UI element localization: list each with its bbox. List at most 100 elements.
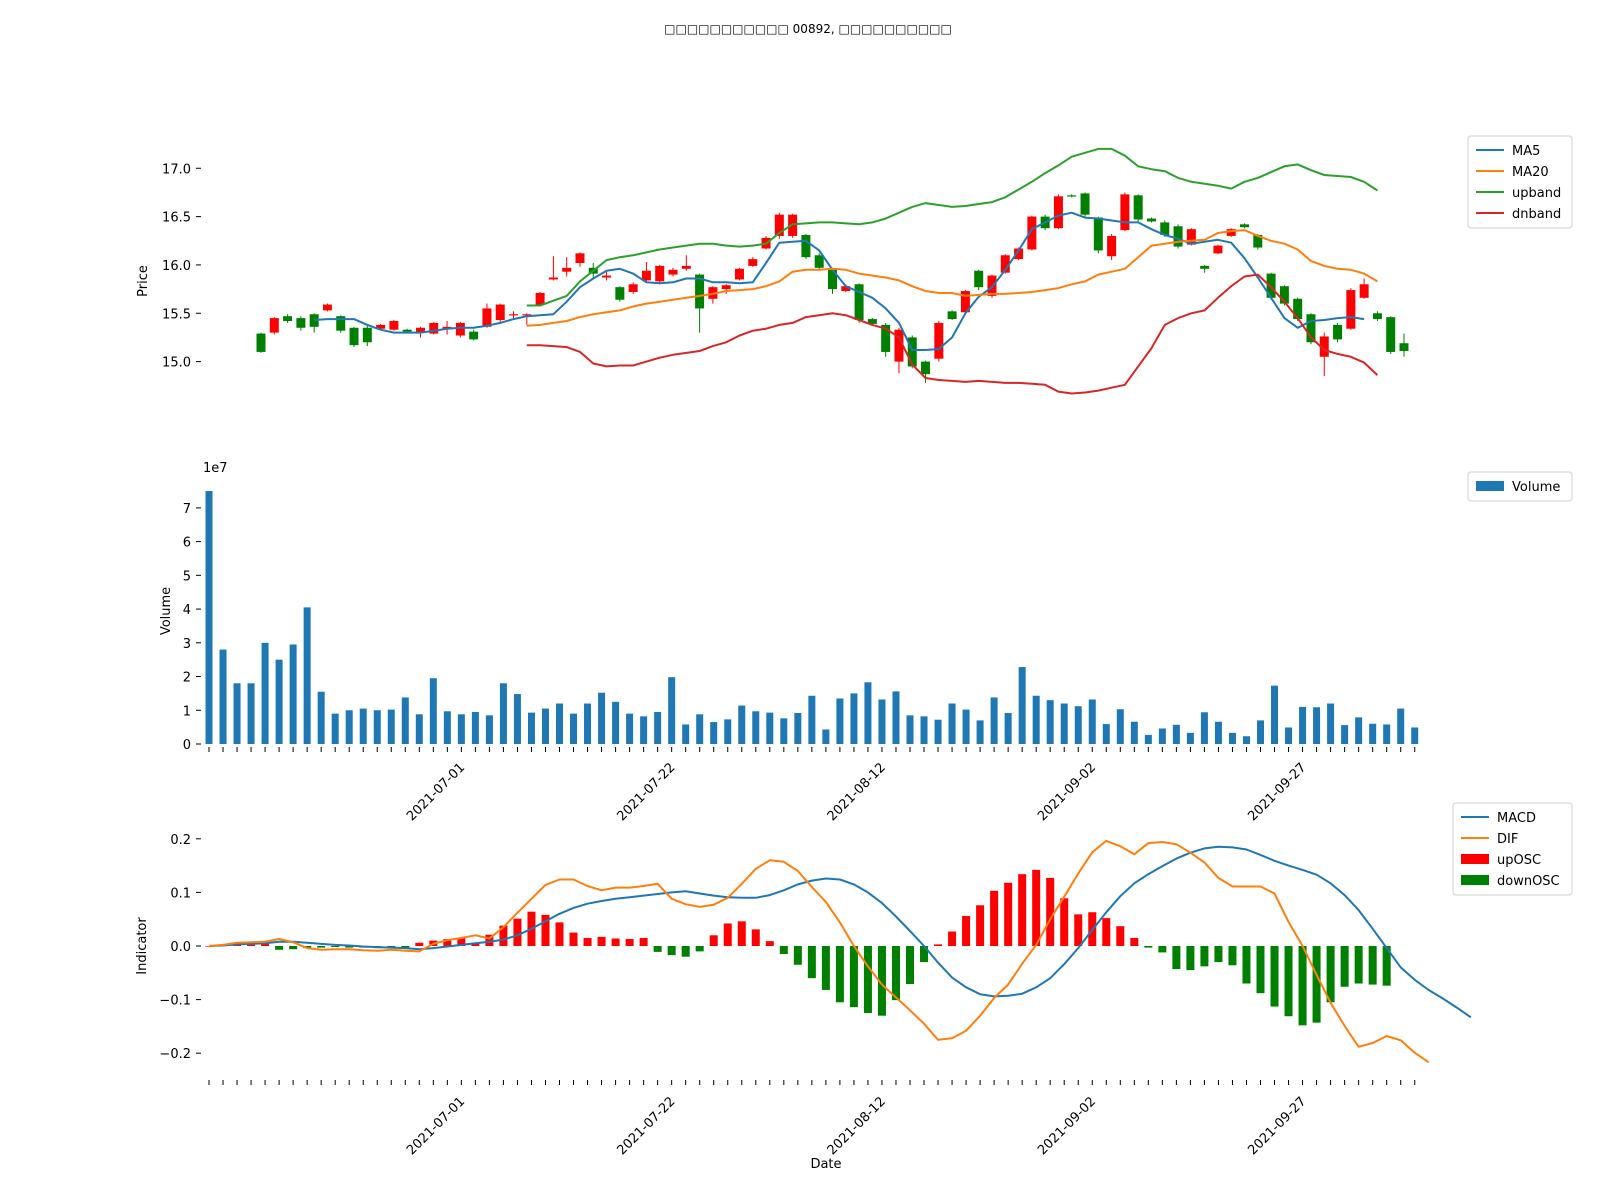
uposc-bar bbox=[934, 944, 943, 946]
candle-body bbox=[602, 275, 612, 278]
indicator-panel: −0.2 −0.1 0.0 0.1 0.2 Indicator 2021-07-01 2021… bbox=[135, 802, 1573, 1172]
volume-bar bbox=[1214, 721, 1222, 744]
candle-body bbox=[1253, 234, 1263, 248]
y-axis-label: Price bbox=[136, 265, 151, 297]
volume-bar bbox=[836, 698, 844, 744]
volume-bar bbox=[233, 683, 241, 744]
y-tick-label: 16.5 bbox=[162, 211, 191, 226]
uposc-bar bbox=[471, 942, 480, 946]
downosc-bar bbox=[401, 946, 410, 949]
legend-label: DIF bbox=[1497, 832, 1518, 847]
volume-bar bbox=[401, 697, 409, 744]
downosc-bar bbox=[1200, 946, 1209, 967]
downosc-bar bbox=[345, 946, 354, 948]
volume-bar bbox=[1144, 734, 1152, 744]
candle-body bbox=[695, 274, 705, 309]
volume-bar bbox=[794, 712, 802, 744]
uposc-bar bbox=[1046, 877, 1055, 946]
downosc-bar bbox=[821, 946, 830, 990]
candle-body bbox=[509, 314, 519, 316]
candle-body bbox=[1093, 217, 1103, 251]
volume-bar bbox=[205, 491, 213, 744]
volume-bar bbox=[289, 644, 297, 744]
volume-bar bbox=[261, 642, 269, 744]
candle-body bbox=[1319, 336, 1329, 357]
y-tick-label: 3 bbox=[183, 637, 191, 652]
uposc-bar bbox=[569, 932, 578, 946]
downosc-bar bbox=[653, 946, 662, 952]
offset-label: 1e7 bbox=[203, 461, 228, 476]
volume-bar bbox=[1411, 727, 1419, 744]
volume-bar bbox=[1313, 707, 1321, 744]
candle-body bbox=[1346, 290, 1356, 329]
volume-bar bbox=[612, 701, 620, 744]
uposc-bar bbox=[205, 946, 213, 947]
uposc-bar bbox=[962, 915, 971, 946]
legend-swatch bbox=[1461, 854, 1489, 864]
candle-body bbox=[867, 319, 877, 324]
volume-bar bbox=[948, 703, 956, 744]
volume-bar bbox=[1074, 706, 1082, 744]
uposc-bar bbox=[976, 905, 985, 946]
volume-bar bbox=[457, 714, 465, 744]
uposc-bar bbox=[555, 922, 564, 946]
volume-bar bbox=[219, 649, 227, 744]
y-tick-label: −0.1 bbox=[159, 994, 191, 1009]
downosc-bar bbox=[849, 946, 858, 1008]
downosc-bar bbox=[1298, 946, 1307, 1026]
volume-bar bbox=[275, 659, 283, 744]
x-tick-label: 2021-07-01 bbox=[404, 760, 468, 824]
x-axis-label: Date bbox=[810, 1157, 841, 1172]
legend-swatch bbox=[1476, 481, 1504, 491]
volume-bar bbox=[738, 705, 746, 744]
downosc-bar bbox=[275, 946, 284, 950]
candle-body bbox=[947, 311, 957, 320]
y-tick-label: 17.0 bbox=[162, 162, 191, 177]
candle-body bbox=[1240, 224, 1250, 228]
candle-body bbox=[641, 270, 651, 281]
downosc-bar bbox=[331, 946, 340, 948]
uposc-bar bbox=[597, 936, 606, 946]
volume-bar bbox=[724, 719, 732, 744]
candle-body bbox=[1226, 229, 1236, 236]
x-tick-label: 2021-09-27 bbox=[1245, 760, 1309, 824]
uposc-bar bbox=[457, 937, 466, 946]
candle-body bbox=[828, 269, 837, 290]
candle-body bbox=[309, 314, 319, 327]
uposc-bar bbox=[1032, 869, 1041, 946]
uposc-bar bbox=[709, 935, 718, 946]
candle-body bbox=[854, 284, 864, 321]
candle-body bbox=[841, 286, 851, 292]
legend-label: Volume bbox=[1512, 480, 1560, 495]
downosc-bar bbox=[681, 946, 690, 957]
uposc-bar bbox=[443, 939, 452, 946]
volume-bar bbox=[1060, 703, 1068, 744]
y-tick-label: 15.5 bbox=[162, 307, 191, 322]
legend-label: MA5 bbox=[1512, 144, 1540, 159]
volume-bar bbox=[1046, 700, 1054, 744]
uposc-bar bbox=[765, 941, 774, 946]
candle-body bbox=[495, 304, 505, 321]
volume-panel: 0 1 2 3 4 5 6 7 1e7 Volume 2021-07-01 2021-07-22 202… bbox=[159, 461, 1573, 824]
volume-bar bbox=[1032, 695, 1040, 744]
candle-body bbox=[1120, 194, 1130, 231]
y-tick-label: 7 bbox=[183, 502, 191, 517]
volume-bar bbox=[499, 683, 507, 744]
downosc-bar bbox=[793, 946, 802, 965]
uposc-bar bbox=[948, 931, 957, 946]
volume-bar bbox=[668, 677, 676, 744]
candle-body bbox=[748, 259, 758, 266]
candle-body bbox=[1266, 273, 1276, 298]
y-tick-label: 15.0 bbox=[162, 356, 191, 371]
volume-bar bbox=[303, 607, 311, 744]
volume-bar bbox=[654, 711, 662, 744]
figure-title: □□□□□□□□□□□ 00892, □□□□□□□□□□ bbox=[664, 22, 952, 36]
uposc-bar bbox=[639, 937, 648, 946]
uposc-bar bbox=[737, 921, 746, 946]
candle-body bbox=[1107, 235, 1117, 257]
volume-bar bbox=[1004, 712, 1012, 744]
y-tick-label: 5 bbox=[183, 569, 191, 584]
volume-bar bbox=[752, 711, 760, 744]
candle-body bbox=[655, 265, 665, 282]
volume-bar bbox=[766, 712, 774, 744]
